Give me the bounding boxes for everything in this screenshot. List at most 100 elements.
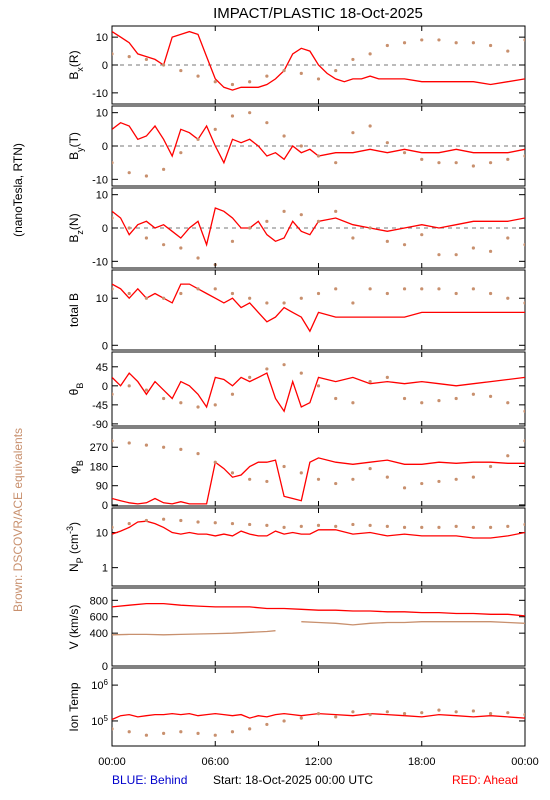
data-point bbox=[265, 121, 269, 125]
data-point bbox=[523, 243, 525, 247]
series-by-brown bbox=[112, 111, 525, 178]
data-point bbox=[471, 392, 475, 396]
data-point bbox=[420, 233, 424, 237]
y-tick-label: 10 bbox=[96, 293, 108, 305]
data-point bbox=[454, 477, 458, 481]
data-point bbox=[316, 384, 321, 388]
data-point bbox=[213, 80, 217, 84]
series-line bbox=[112, 207, 525, 247]
y-tick-label: 106 bbox=[91, 678, 108, 693]
data-point bbox=[351, 301, 355, 305]
data-point bbox=[162, 731, 166, 735]
data-point bbox=[230, 471, 235, 475]
data-point bbox=[488, 394, 493, 398]
data-point bbox=[402, 486, 407, 490]
data-point bbox=[506, 296, 510, 300]
data-point bbox=[506, 157, 510, 161]
data-point bbox=[144, 296, 149, 300]
y-tick-label: 0 bbox=[102, 500, 108, 512]
y-tick-label: 10 bbox=[96, 190, 108, 202]
panel-ylabel-temp: Ion Temp bbox=[67, 682, 81, 731]
data-point bbox=[334, 715, 338, 719]
data-point bbox=[420, 711, 424, 715]
data-point bbox=[402, 712, 407, 716]
data-point bbox=[265, 479, 269, 484]
series-line bbox=[112, 621, 525, 636]
data-point bbox=[385, 524, 389, 528]
x-tick-label: 00:00 bbox=[511, 756, 539, 768]
data-point bbox=[196, 520, 200, 524]
series-btot-brown bbox=[112, 287, 525, 305]
data-point bbox=[144, 174, 149, 178]
series-phi-brown bbox=[112, 439, 525, 490]
data-point bbox=[179, 447, 183, 451]
data-point bbox=[112, 727, 114, 731]
data-point bbox=[506, 49, 510, 53]
data-point bbox=[506, 401, 510, 405]
data-point bbox=[334, 161, 338, 165]
data-point bbox=[196, 287, 200, 291]
data-point bbox=[316, 77, 321, 81]
data-point bbox=[316, 477, 321, 481]
data-point bbox=[282, 134, 286, 138]
data-point bbox=[523, 713, 525, 717]
data-point bbox=[299, 213, 303, 217]
data-point bbox=[230, 239, 235, 243]
data-point bbox=[179, 291, 183, 296]
series-theta-brown bbox=[112, 363, 525, 413]
data-point bbox=[471, 246, 475, 250]
panel-ylabel-phi: φB bbox=[67, 460, 85, 474]
data-point bbox=[282, 525, 286, 530]
data-point bbox=[230, 392, 235, 396]
data-point bbox=[523, 38, 525, 42]
data-point bbox=[248, 522, 252, 527]
data-point bbox=[420, 157, 424, 161]
data-point bbox=[248, 477, 252, 481]
data-point bbox=[420, 401, 424, 405]
y-tick-label: -10 bbox=[92, 88, 108, 100]
data-point bbox=[282, 363, 286, 367]
data-point bbox=[316, 523, 321, 527]
series-bz-red bbox=[112, 207, 525, 247]
data-point bbox=[299, 524, 303, 528]
data-point bbox=[471, 525, 475, 530]
data-point bbox=[213, 460, 217, 464]
data-point bbox=[454, 396, 458, 401]
data-point bbox=[385, 43, 389, 48]
panel-phi: 270 180 90 0 φB bbox=[67, 427, 526, 512]
data-point bbox=[334, 209, 338, 213]
data-point bbox=[282, 68, 286, 73]
data-point bbox=[196, 137, 200, 141]
footer-behind: BLUE: Behind bbox=[112, 773, 187, 787]
data-point bbox=[162, 243, 166, 247]
data-point bbox=[144, 236, 149, 240]
data-point bbox=[437, 253, 441, 257]
series-line bbox=[112, 121, 525, 165]
data-point bbox=[368, 713, 372, 717]
panel-frame-temp bbox=[111, 667, 526, 747]
y-tick-label: 600 bbox=[90, 612, 108, 624]
data-point bbox=[265, 722, 269, 727]
data-point bbox=[230, 521, 235, 526]
y-tick-label: 0 bbox=[102, 60, 108, 72]
data-point bbox=[112, 439, 114, 443]
data-point bbox=[162, 63, 166, 67]
y-tick-label: 0 bbox=[102, 661, 108, 673]
y-tick-label: 0 bbox=[102, 141, 108, 153]
panel-by: 10 0 -10 By(T) bbox=[67, 105, 526, 187]
data-point bbox=[523, 301, 525, 305]
data-point bbox=[420, 38, 424, 42]
data-point bbox=[144, 57, 149, 62]
data-point bbox=[127, 441, 131, 445]
data-point bbox=[488, 464, 493, 469]
data-point bbox=[471, 475, 475, 479]
data-point bbox=[248, 296, 252, 300]
data-point bbox=[351, 710, 355, 714]
data-point bbox=[213, 733, 217, 737]
data-point bbox=[127, 730, 131, 734]
series-v-red bbox=[112, 602, 525, 617]
x-tick-label: 06:00 bbox=[201, 756, 229, 768]
data-point bbox=[127, 171, 131, 175]
panels-group: 100-10Bx(R)100-10By(T)100-10Bz(N)100tota… bbox=[65, 25, 526, 747]
